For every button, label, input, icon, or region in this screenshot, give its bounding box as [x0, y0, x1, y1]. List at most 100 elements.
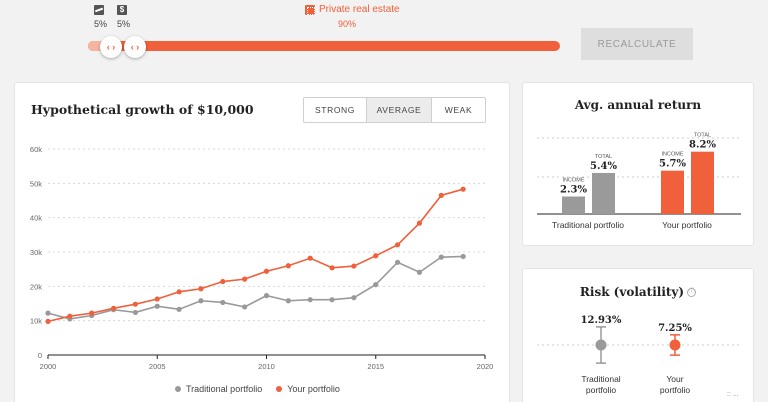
risk-label-line1: Traditional — [581, 374, 620, 384]
risk-panel: Risk (volatility) ⓘ 12.93% Traditional port… — [522, 268, 754, 402]
growth-chart-panel: Hypothetical growth of $10,000 STRONG AV… — [14, 82, 510, 402]
data-point-yours — [45, 318, 51, 324]
risk-dot — [669, 339, 681, 351]
data-point-traditional — [395, 259, 401, 265]
total-value: 8.2% — [689, 140, 716, 151]
risk-dot — [595, 339, 607, 351]
x-tick-label: 2005 — [149, 362, 166, 371]
data-point-yours — [154, 296, 160, 302]
risk-label-line2: portfolio — [660, 385, 691, 395]
growth-chart-title: Hypothetical growth of $10,000 — [31, 102, 254, 117]
data-point-yours — [132, 301, 138, 307]
total-label: TOTAL — [595, 154, 612, 160]
legend-dot-yours — [276, 386, 283, 392]
risk-title-text: Risk (volatility) — [579, 285, 685, 299]
asset-percent-1: 5% — [94, 19, 108, 29]
income-value: 2.3% — [560, 185, 587, 196]
data-point-traditional — [263, 293, 270, 299]
data-point-traditional — [285, 298, 291, 304]
trend-chart-icon — [94, 5, 104, 15]
data-point-traditional — [242, 304, 248, 310]
bar-total — [691, 151, 714, 214]
y-tick-label: 60k — [30, 145, 42, 154]
y-tick-label: 40k — [30, 214, 42, 223]
data-point-yours — [89, 310, 95, 316]
allocation-slider-segment — [88, 41, 110, 51]
data-point-yours — [263, 268, 270, 274]
recalculate-button[interactable]: RECALCULATE — [581, 28, 693, 60]
x-tick-label: 2020 — [477, 362, 494, 371]
scenario-average-button[interactable]: AVERAGE — [367, 98, 432, 122]
bar-total — [592, 172, 615, 214]
bar-income — [661, 170, 684, 214]
legend-item-yours: Your portfolio — [276, 384, 340, 394]
avg-return-title: Avg. annual return — [574, 98, 702, 112]
scenario-strong-button[interactable]: STRONG — [304, 98, 367, 122]
risk-title: Risk (volatility) ⓘ — [523, 285, 753, 299]
data-point-traditional — [438, 254, 444, 260]
y-tick-label: 0 — [38, 351, 42, 360]
data-point-yours — [67, 313, 73, 319]
data-point-traditional — [460, 253, 466, 260]
data-point-traditional — [329, 297, 335, 303]
data-point-yours — [416, 220, 423, 226]
info-icon[interactable]: ⓘ — [687, 288, 697, 297]
legend-dot-traditional — [175, 386, 181, 392]
data-point-yours — [307, 255, 313, 261]
y-tick-label: 50k — [30, 179, 42, 188]
data-point-traditional — [373, 282, 379, 288]
asset-percent-2: 5% — [117, 19, 131, 29]
data-point-yours — [220, 278, 226, 285]
group-label: Your portfolio — [662, 220, 712, 230]
data-point-traditional — [307, 297, 313, 303]
allocation-slider-track[interactable] — [88, 41, 560, 51]
data-point-traditional — [220, 299, 226, 306]
total-value: 5.4% — [590, 161, 617, 172]
data-point-yours — [460, 186, 466, 192]
data-point-yours — [351, 263, 357, 269]
data-point-traditional — [351, 295, 357, 301]
data-point-traditional — [154, 303, 160, 309]
x-tick-label: 2015 — [367, 362, 384, 371]
data-point-yours — [198, 286, 204, 292]
data-point-traditional — [132, 309, 138, 316]
y-tick-label: 10k — [30, 317, 42, 326]
data-point-traditional — [198, 298, 204, 304]
income-value: 5.7% — [659, 159, 686, 170]
group-label: Traditional portfolio — [552, 220, 624, 230]
series-line-yours — [47, 188, 464, 323]
scenario-weak-button[interactable]: WEAK — [444, 105, 473, 115]
cookie-widget-text[interactable]: :: ... — [727, 391, 739, 398]
chart-legend: Traditional portfolio Your portfolio — [175, 384, 340, 394]
data-point-traditional — [45, 310, 51, 316]
series-line-traditional — [47, 255, 464, 320]
bar-income — [562, 196, 585, 214]
x-tick-label: 2010 — [258, 362, 275, 371]
risk-value: 7.25% — [658, 323, 692, 334]
y-tick-label: 20k — [30, 282, 42, 291]
dollar-icon: $ — [117, 5, 127, 15]
income-label: INCOME — [563, 178, 585, 184]
avg-return-panel: Avg. annual return INCOME 2.3% TOTAL 5.4% Tr… — [522, 82, 754, 246]
growth-line-chart: 0 10k 20k 30k 40k 50k 60k 2000 2005 2010 2015 2020 — [30, 145, 494, 371]
private-real-estate-label: Private real estate — [305, 4, 400, 15]
data-point-yours — [176, 289, 182, 295]
data-point-yours — [242, 276, 248, 282]
allocation-slider-handle-1[interactable]: ‹ › — [100, 36, 122, 58]
scenario-toggle: STRONG AVERAGE WEAK — [303, 97, 486, 123]
private-real-estate-percent: 90% — [338, 19, 357, 29]
allocation-slider-handle-2[interactable]: ‹ › — [124, 36, 146, 58]
risk-label-line2: portfolio — [586, 385, 617, 395]
risk-value: 12.93% — [581, 315, 622, 326]
private-real-estate-text: Private real estate — [319, 4, 400, 15]
data-point-yours — [438, 192, 444, 198]
data-point-yours — [395, 242, 401, 248]
legend-item-traditional: Traditional portfolio — [175, 384, 262, 394]
data-point-traditional — [416, 269, 423, 275]
data-point-yours — [110, 305, 117, 311]
x-tick-label: 2000 — [40, 362, 57, 371]
legend-label-yours: Your portfolio — [287, 384, 340, 394]
data-point-traditional — [176, 306, 182, 312]
income-label: INCOME — [662, 152, 684, 158]
